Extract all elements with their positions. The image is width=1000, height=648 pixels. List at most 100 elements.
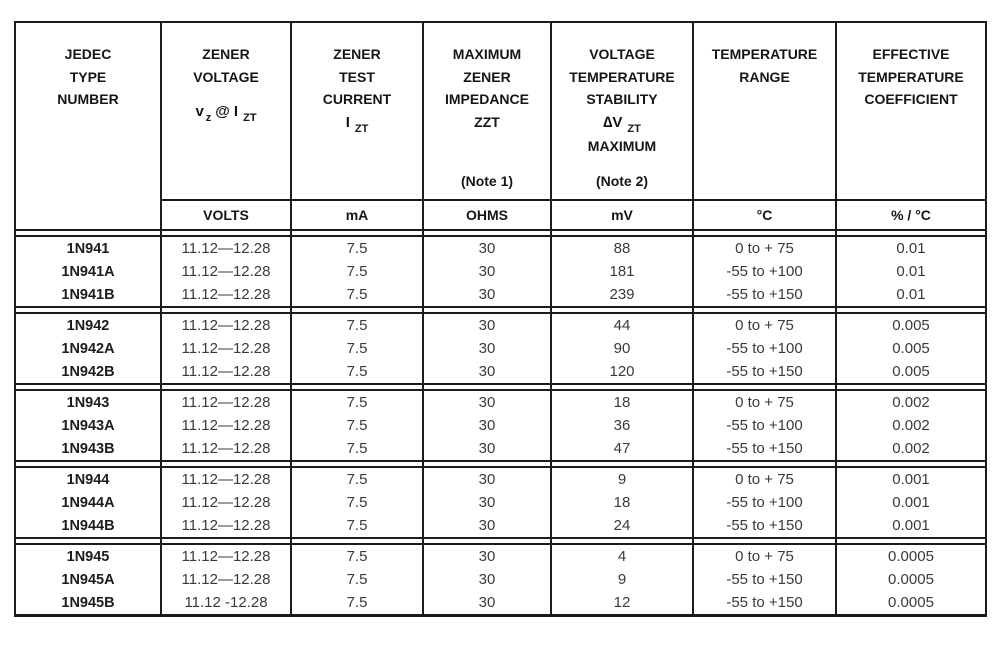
cell-voltage: 11.12—12.28 xyxy=(160,260,292,283)
table-row: 1N941 11.12—12.28 7.5 30 88 0 to + 75 0.01 xyxy=(14,236,987,260)
cell-current: 7.5 xyxy=(290,283,424,307)
group-divider xyxy=(14,537,987,545)
cell-voltage: 11.12—12.28 xyxy=(160,283,292,307)
cell-impedance: 30 xyxy=(422,260,552,283)
unit-ohms: OHMS xyxy=(422,199,552,230)
group-divider xyxy=(14,306,987,314)
cell-temp-range: -55 to +100 xyxy=(692,260,837,283)
group-divider-cell xyxy=(422,306,552,314)
group-divider-cell xyxy=(692,306,837,314)
group-divider-cell xyxy=(160,383,292,391)
table-row: 1N942B 11.12—12.28 7.5 30 120 -55 to +150 0.00… xyxy=(14,360,987,384)
cell-stability: 18 xyxy=(550,390,694,414)
group-divider-cell xyxy=(550,383,694,391)
header-line: CURRENT xyxy=(322,91,392,108)
table-row: 1N943 11.12—12.28 7.5 30 18 0 to + 75 0.002 xyxy=(14,390,987,414)
table-row: 1N941B 11.12—12.28 7.5 30 239 -55 to +150 0.01 xyxy=(14,283,987,307)
group-divider-cell xyxy=(14,537,162,545)
table-row: 1N945 11.12—12.28 7.5 30 4 0 to + 75 0.0005 xyxy=(14,544,987,568)
header-effective-temperature-coefficient: EFFECTIVE TEMPERATURE COEFFICIENT xyxy=(835,22,987,200)
header-line: IMPEDANCE xyxy=(444,91,529,108)
header-line: TEMPERATURE xyxy=(858,68,964,85)
cell-voltage: 11.12—12.28 xyxy=(160,414,292,437)
table-row: 1N942A 11.12—12.28 7.5 30 90 -55 to +100 0.005 xyxy=(14,337,987,360)
note-1-reference: (Note 1) xyxy=(460,173,514,190)
header-line: TEMPERATURE xyxy=(711,46,818,62)
group-divider-cell xyxy=(290,306,424,314)
header-jedec-type-number: JEDEC TYPE NUMBER xyxy=(14,22,162,230)
header-line: JEDEC xyxy=(64,46,112,62)
cell-current: 7.5 xyxy=(290,591,424,616)
group-divider-cell xyxy=(835,537,987,545)
cell-current: 7.5 xyxy=(290,514,424,538)
cell-voltage: 11.12 -12.28 xyxy=(160,591,292,616)
group-divider-cell xyxy=(290,537,424,545)
header-line: ZZT xyxy=(474,114,500,131)
cell-coefficient: 0.0005 xyxy=(835,591,987,616)
cell-impedance: 30 xyxy=(422,514,552,538)
header-zener-voltage: ZENER VOLTAGE v z @ I ZT xyxy=(160,22,292,200)
header-voltage-temperature-stability: VOLTAGE TEMPERATURE STABILITY ∆V ZT MAXIM… xyxy=(550,22,694,200)
cell-impedance: 30 xyxy=(422,337,552,360)
izt-symbol: I ZT xyxy=(345,114,369,136)
group-divider-cell xyxy=(692,229,837,237)
header-line: NUMBER xyxy=(57,91,119,108)
unit-ma: mA xyxy=(290,199,424,230)
unit-volts: VOLTS xyxy=(160,199,292,230)
group-divider xyxy=(14,383,987,391)
header-line: ZENER xyxy=(463,68,511,85)
cell-coefficient: 0.001 xyxy=(835,491,987,514)
cell-coefficient: 0.01 xyxy=(835,260,987,283)
delta-vzt-symbol: ∆V ZT xyxy=(603,114,641,136)
cell-temp-range: -55 to +150 xyxy=(692,568,837,591)
cell-stability: 18 xyxy=(550,491,694,514)
cell-type: 1N945B xyxy=(14,591,162,616)
cell-current: 7.5 xyxy=(290,337,424,360)
cell-type: 1N941B xyxy=(14,283,162,307)
cell-coefficient: 0.0005 xyxy=(835,544,987,568)
header-line: STABILITY xyxy=(586,91,658,108)
cell-coefficient: 0.01 xyxy=(835,283,987,307)
cell-voltage: 11.12—12.28 xyxy=(160,313,292,337)
cell-type: 1N945 xyxy=(14,544,162,568)
table-row: 1N944A 11.12—12.28 7.5 30 18 -55 to +100 0.001 xyxy=(14,491,987,514)
cell-coefficient: 0.0005 xyxy=(835,568,987,591)
header-line: COEFFICIENT xyxy=(864,91,958,108)
header-maximum-zener-impedance: MAXIMUM ZENER IMPEDANCE ZZT (Note 1) xyxy=(422,22,552,200)
cell-impedance: 30 xyxy=(422,236,552,260)
group-divider-cell xyxy=(290,383,424,391)
cell-coefficient: 0.005 xyxy=(835,360,987,384)
cell-impedance: 30 xyxy=(422,544,552,568)
cell-stability: 4 xyxy=(550,544,694,568)
group-divider-cell xyxy=(14,229,162,237)
group-divider-cell xyxy=(550,460,694,468)
table-row: 1N942 11.12—12.28 7.5 30 44 0 to + 75 0.005 xyxy=(14,313,987,337)
cell-type: 1N945A xyxy=(14,568,162,591)
cell-stability: 181 xyxy=(550,260,694,283)
cell-stability: 44 xyxy=(550,313,694,337)
header-line: TYPE xyxy=(69,68,107,85)
group-divider-cell xyxy=(160,460,292,468)
cell-temp-range: -55 to +150 xyxy=(692,360,837,384)
group-divider-cell xyxy=(835,460,987,468)
cell-temp-range: 0 to + 75 xyxy=(692,236,837,260)
cell-stability: 24 xyxy=(550,514,694,538)
header-line: RANGE xyxy=(739,68,790,85)
cell-stability: 88 xyxy=(550,236,694,260)
cell-temp-range: -55 to +100 xyxy=(692,414,837,437)
cell-current: 7.5 xyxy=(290,260,424,283)
table-row: 1N943A 11.12—12.28 7.5 30 36 -55 to +100 0.002 xyxy=(14,414,987,437)
table-row: 1N944 11.12—12.28 7.5 30 9 0 to + 75 0.001 xyxy=(14,467,987,491)
cell-current: 7.5 xyxy=(290,236,424,260)
header-row: JEDEC TYPE NUMBER ZENER VOLTAGE v z @ I ZT xyxy=(14,22,987,230)
header-line: TEMPERATURE xyxy=(569,68,675,85)
cell-temp-range: 0 to + 75 xyxy=(692,313,837,337)
group-divider-cell xyxy=(14,460,162,468)
cell-temp-range: 0 to + 75 xyxy=(692,390,837,414)
cell-type: 1N944 xyxy=(14,467,162,491)
cell-impedance: 30 xyxy=(422,467,552,491)
group-divider-cell xyxy=(550,537,694,545)
group-divider-cell xyxy=(290,229,424,237)
cell-temp-range: -55 to +150 xyxy=(692,514,837,538)
